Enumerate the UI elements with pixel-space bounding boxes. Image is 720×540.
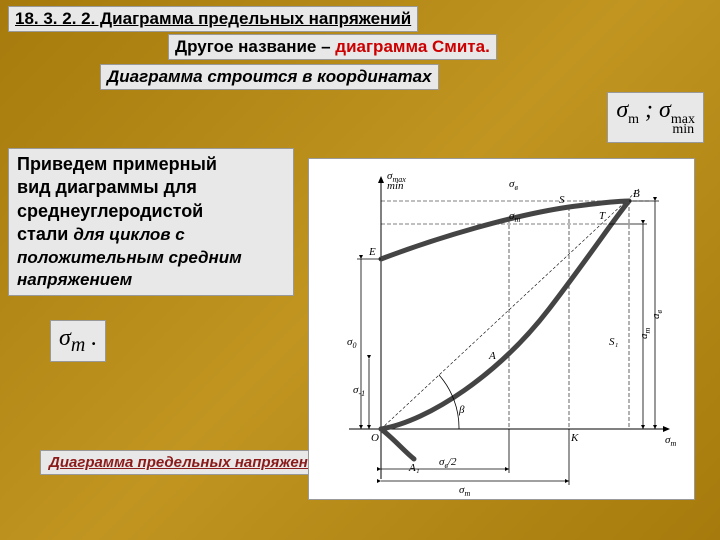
subtitle: Другое название – диаграмма Смита. bbox=[168, 34, 497, 60]
lbl-sigmaT-top: σт bbox=[509, 210, 520, 224]
para-line-4: стали для циклов с bbox=[17, 223, 285, 246]
section-heading: 18. 3. 2. 2. Диаграмма предельных напряж… bbox=[8, 6, 418, 32]
para-line-3: среднеуглеродистой bbox=[17, 200, 285, 223]
subtitle-red: диаграмма Смита. bbox=[335, 37, 490, 56]
svg-text:min: min bbox=[387, 180, 404, 192]
lbl-dim-bot2: σт bbox=[459, 484, 470, 498]
formula-sigma-m: σm . bbox=[50, 320, 106, 362]
subtitle-prefix: Другое название – bbox=[175, 37, 335, 56]
para-line-1: Приведем примерный bbox=[17, 153, 285, 176]
formula-coords: σm ; σmax min bbox=[607, 92, 704, 143]
formula-coords-min: min bbox=[672, 122, 695, 138]
formula-coords-main: σm ; σmax bbox=[616, 97, 695, 123]
lbl-beta: β bbox=[458, 404, 465, 416]
coord-line: Диаграмма строится в координатах bbox=[100, 64, 439, 90]
lbl-x-axis: σm bbox=[665, 434, 676, 448]
lbl-dim-bot1: σв/2 bbox=[439, 456, 457, 470]
lbl-origin: O bbox=[371, 432, 379, 444]
lbl-sigma-1: σ-1 bbox=[353, 384, 365, 398]
lbl-aB: aв bbox=[650, 310, 664, 320]
bottom-curve-ext bbox=[381, 429, 414, 459]
paragraph-box: Приведем примерный вид диаграммы для сре… bbox=[8, 148, 294, 296]
lbl-sigmaB-top: σв bbox=[509, 178, 518, 192]
lbl-S1: S₁ bbox=[609, 336, 619, 348]
lbl-S: S bbox=[559, 194, 565, 206]
para-line-5: положительным средним bbox=[17, 247, 285, 269]
lbl-T: T bbox=[599, 210, 606, 222]
para-line-2: вид диаграммы для bbox=[17, 176, 285, 199]
lbl-K: K bbox=[570, 432, 579, 444]
lbl-E: E bbox=[368, 246, 376, 258]
lbl-A1: A₁ bbox=[408, 462, 420, 474]
lbl-A: A bbox=[488, 350, 496, 362]
smith-diagram: σmax min σm O B E S T K A A₁ S₁ β σ0 σ-1… bbox=[308, 158, 695, 500]
bisector-line bbox=[381, 189, 639, 429]
diagram-caption: Диаграмма предельных напряжений bbox=[40, 450, 335, 475]
para-line-6: напряжением bbox=[17, 269, 285, 291]
lbl-B: B bbox=[633, 188, 640, 200]
lbl-aT: aт bbox=[638, 328, 652, 340]
lbl-sigma0: σ0 bbox=[347, 336, 356, 350]
